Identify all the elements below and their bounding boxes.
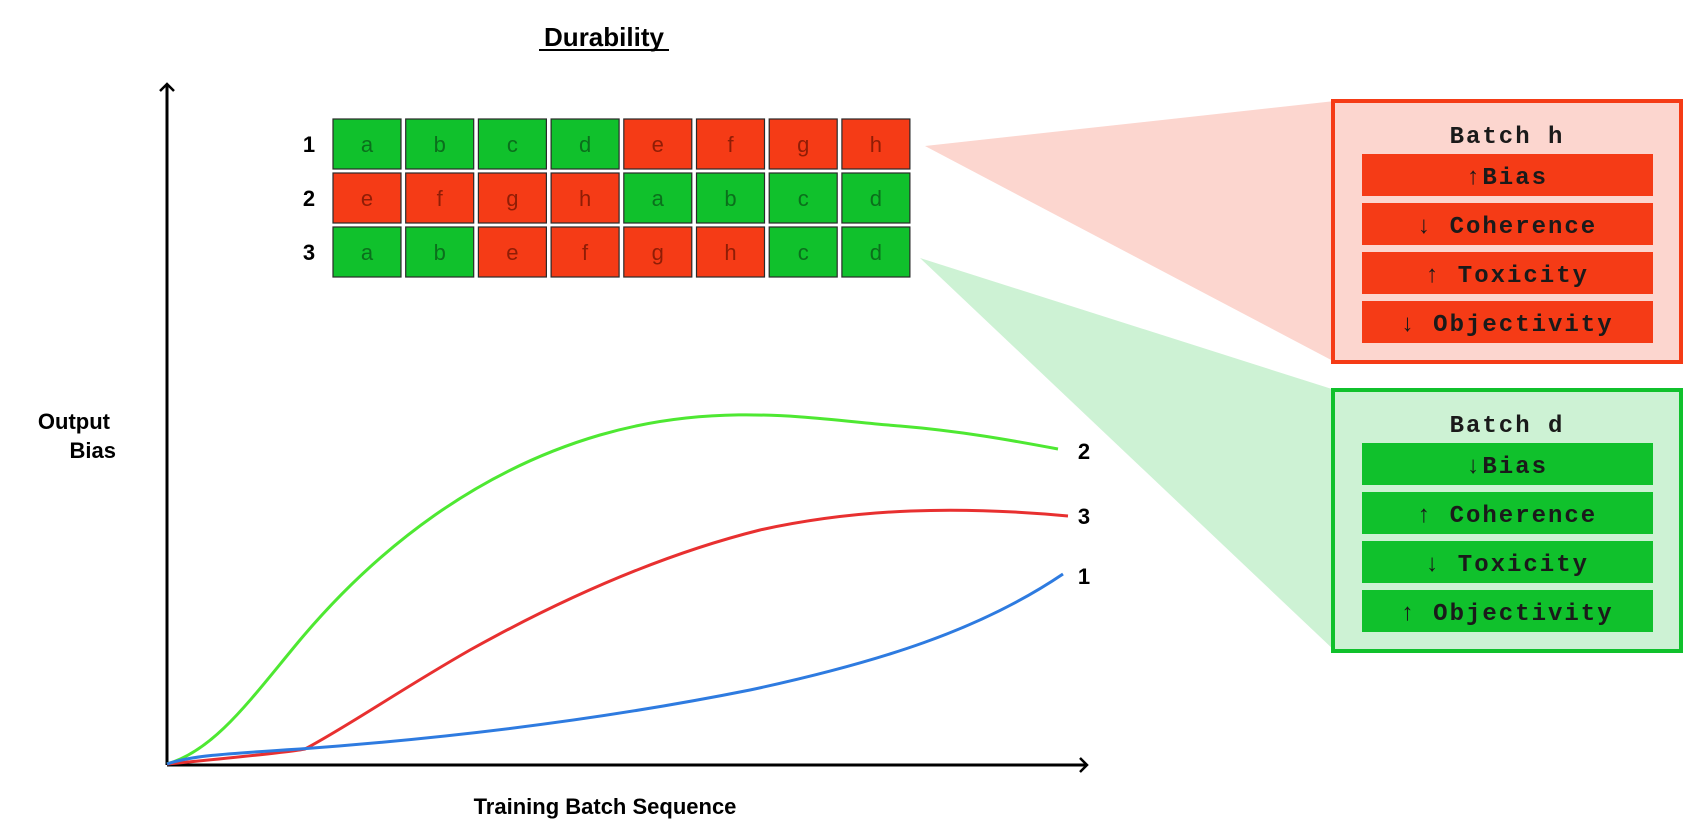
metric-bar (1362, 492, 1653, 534)
metric-bar (1362, 154, 1653, 196)
batch-cell-letter: a (361, 132, 374, 157)
curve-label-2: 2 (1078, 439, 1090, 464)
batch-cell-letter: e (506, 240, 518, 265)
batch-h-callout-wedge (925, 101, 1335, 362)
metric-bar (1362, 541, 1653, 583)
metric-label: ↑Bias (1466, 165, 1548, 192)
batch-cell-letter: a (652, 186, 665, 211)
batch-cell-letter: b (724, 186, 736, 211)
batch-cell (550, 118, 620, 170)
batch-cell (332, 118, 402, 170)
curve-label-1: 1 (1078, 564, 1090, 589)
panel-title: Batch h (1450, 124, 1565, 151)
batch-cell (550, 226, 620, 278)
batch-cell-letter: f (437, 186, 444, 211)
batch-h-panel: Batch h ↑Bias ↓ Coherence ↑ Toxicity ↓ Objec… (1331, 99, 1683, 364)
batch-d-panel: Batch d ↓Bias ↑ Coherence ↓ Toxicity ↑ Objec… (1331, 388, 1683, 653)
sequence-row-label: 1 (303, 132, 315, 157)
batch-cell-letter: f (727, 132, 734, 157)
metric-bar (1362, 252, 1653, 294)
batch-cell (477, 118, 547, 170)
batch-cell (768, 172, 838, 224)
metric-label: ↑ Toxicity (1425, 263, 1589, 290)
batch-cell-letter: c (798, 240, 809, 265)
y-axis-label-line-2: Bias (70, 438, 116, 463)
batch-cell (841, 118, 911, 170)
sequence-row-label: 3 (303, 240, 315, 265)
metric-label: ↓ Toxicity (1425, 552, 1589, 579)
batch-cell (405, 226, 475, 278)
metric-label: ↑ Coherence (1417, 503, 1597, 530)
batch-cell-letter: h (579, 186, 591, 211)
y-axis-label-line-1: Output (38, 409, 111, 434)
batch-cell (332, 172, 402, 224)
sequence-row-2: 2 e f g h a b c d (303, 172, 911, 224)
metric-bar (1362, 443, 1653, 485)
batch-cell (477, 172, 547, 224)
panel-title: Batch d (1450, 413, 1565, 440)
x-axis-label: Training Batch Sequence (474, 794, 737, 819)
batch-cell (841, 172, 911, 224)
sequence-row-label: 2 (303, 186, 315, 211)
metric-bar (1362, 590, 1653, 632)
batch-cell-letter: a (361, 240, 374, 265)
curve-sequence-2 (166, 413, 1059, 766)
batch-cell (841, 226, 911, 278)
batch-cell-letter: g (506, 186, 518, 211)
metric-bar (1362, 203, 1653, 245)
metric-label: ↓ Objectivity (1400, 312, 1613, 339)
batch-cell (695, 118, 766, 170)
batch-cell-letter: f (582, 240, 589, 265)
batch-cell (405, 172, 475, 224)
metric-bar (1362, 301, 1653, 343)
batch-cell-letter: h (870, 132, 882, 157)
batch-cell (768, 118, 838, 170)
batch-cell-letter: b (434, 132, 446, 157)
batch-cell-letter: h (724, 240, 736, 265)
batch-cell (550, 172, 620, 224)
metric-label: ↓ Coherence (1417, 214, 1597, 241)
batch-cell (695, 172, 766, 224)
metric-label: ↑ Objectivity (1400, 601, 1613, 628)
batch-cell-letter: c (507, 132, 518, 157)
batch-cell (768, 226, 838, 278)
metric-label: ↓Bias (1466, 454, 1548, 481)
batch-cell-letter: d (870, 240, 882, 265)
batch-cell-letter: g (652, 240, 664, 265)
batch-cell-letter: d (579, 132, 591, 157)
batch-cell (477, 226, 547, 278)
batch-d-callout-wedge (920, 258, 1335, 651)
batch-cell-letter: b (434, 240, 446, 265)
batch-cell (332, 226, 402, 278)
batch-cell (405, 118, 475, 170)
batch-cell (623, 172, 693, 224)
batch-cell (695, 226, 766, 278)
batch-cell-letter: e (652, 132, 664, 157)
batch-cell-letter: e (361, 186, 373, 211)
batch-cell (623, 226, 693, 278)
sequence-row-1: 1 a b c d e f g h (303, 118, 911, 170)
batch-cell-letter: g (797, 132, 809, 157)
diagram-title: Durability (544, 22, 664, 52)
curve-sequence-1 (166, 572, 1064, 766)
curve-label-3: 3 (1078, 504, 1090, 529)
batch-cell-letter: c (798, 186, 809, 211)
batch-cell (623, 118, 693, 170)
batch-cell-letter: d (870, 186, 882, 211)
sequence-row-3: 3 a b e f g h c d (303, 226, 911, 278)
